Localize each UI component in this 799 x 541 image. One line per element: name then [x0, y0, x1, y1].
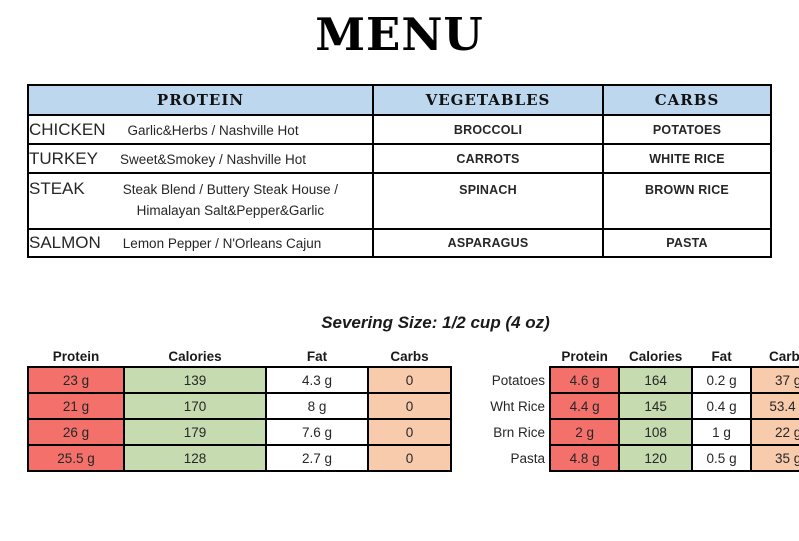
row-label: Pasta: [510, 450, 545, 466]
row-label-header: [455, 346, 550, 367]
col-header-fat: Fat: [266, 346, 368, 367]
protein-value-cell: 21 g: [27, 392, 125, 420]
carbs-value-cell: 37 g: [750, 366, 799, 394]
fat-value-cell: 0.5 g: [690, 444, 753, 472]
protein-name: STEAK: [29, 179, 85, 198]
col-header-calories: Calories: [619, 346, 692, 367]
fat-value-cell: 2.7 g: [265, 444, 369, 472]
menu-row-salmon: SALMON Lemon Pepper / N'Orleans Cajun AS…: [27, 228, 772, 258]
menu-header-protein: PROTEIN: [27, 84, 374, 116]
calories-value-cell: 164: [618, 366, 693, 394]
fat-value-cell: 4.3 g: [265, 366, 369, 394]
vegetable-cell: CARROTS: [372, 143, 604, 174]
carb-nutrition-header-row: Protein Calories Fat Carbs: [455, 346, 799, 367]
calories-value-cell: 128: [123, 444, 267, 472]
col-header-protein: Protein: [550, 346, 620, 367]
fat-value-cell: 0.2 g: [690, 366, 753, 394]
col-header-protein: Protein: [28, 346, 124, 367]
carb-cell: PASTA: [602, 228, 772, 258]
fat-value-cell: 0.4 g: [690, 392, 753, 420]
fat-value-cell: 7.6 g: [265, 418, 369, 446]
nutrition-row: Wht Rice 4.4 g 145 0.4 g 53.4 g: [455, 392, 799, 420]
nutrition-row: Potatoes 4.6 g 164 0.2 g 37 g: [455, 366, 799, 394]
col-header-fat: Fat: [691, 346, 752, 367]
protein-cell: CHICKEN Garlic&Herbs / Nashville Hot: [27, 114, 374, 145]
calories-value-cell: 108: [618, 418, 693, 446]
nutrition-row: 26 g 179 7.6 g 0: [27, 418, 452, 446]
protein-description: Lemon Pepper / N'Orleans Cajun: [122, 236, 322, 251]
protein-nutrition-header-row: Protein Calories Fat Carbs: [28, 346, 451, 367]
nutrition-row: 21 g 170 8 g 0: [27, 392, 452, 420]
protein-value-cell: 23 g: [27, 366, 125, 394]
protein-description: Sweet&Smokey / Nashville Hot: [119, 151, 307, 167]
protein-description: Steak Blend / Buttery Steak House / Hima…: [89, 180, 372, 222]
menu-row-turkey: TURKEY Sweet&Smokey / Nashville Hot CARR…: [27, 143, 772, 174]
fat-value-cell: 8 g: [265, 392, 369, 420]
menu-header-row: PROTEIN VEGETABLES CARBS: [27, 84, 772, 116]
menu-row-steak: STEAK Steak Blend / Buttery Steak House …: [27, 172, 772, 230]
protein-cell: STEAK Steak Blend / Buttery Steak House …: [27, 172, 374, 230]
vegetable-cell: ASPARAGUS: [372, 228, 604, 258]
carbs-value-cell: 0: [367, 392, 452, 420]
nutrition-row: 25.5 g 128 2.7 g 0: [27, 444, 452, 472]
menu-header-carbs: CARBS: [602, 84, 772, 116]
col-header-carbs: Carbs: [368, 346, 451, 367]
carbs-value-cell: 0: [367, 418, 452, 446]
protein-name: SALMON: [29, 233, 101, 252]
serving-size-note: Severing Size: 1/2 cup (4 oz): [321, 313, 550, 332]
calories-value-cell: 179: [123, 418, 267, 446]
nutrition-row: 23 g 139 4.3 g 0: [27, 366, 452, 394]
protein-description-line2: Himalayan Salt&Pepper&Garlic: [136, 202, 325, 218]
row-label: Brn Rice: [493, 424, 545, 440]
menu-row-chicken: CHICKEN Garlic&Herbs / Nashville Hot BRO…: [27, 114, 772, 145]
protein-value-cell: 25.5 g: [27, 444, 125, 472]
carbs-value-cell: 0: [367, 366, 452, 394]
nutrition-row: Brn Rice 2 g 108 1 g 22 g: [455, 418, 799, 446]
protein-nutrition-table: Protein Calories Fat Carbs 23 g 139 4.3 …: [27, 346, 452, 472]
protein-description-line1: Steak Blend / Buttery Steak House /: [122, 182, 339, 197]
vegetable-cell: SPINACH: [372, 172, 604, 230]
carb-nutrition-table: Protein Calories Fat Carbs Potatoes 4.6 …: [455, 346, 799, 472]
protein-name: CHICKEN: [29, 119, 106, 139]
calories-value-cell: 139: [123, 366, 267, 394]
protein-value-cell: 2 g: [548, 418, 621, 446]
row-label: Wht Rice: [490, 398, 545, 414]
protein-value-cell: 4.4 g: [548, 392, 621, 420]
col-header-calories: Calories: [124, 346, 266, 367]
protein-value-cell: 4.6 g: [548, 366, 621, 394]
protein-value-cell: 4.8 g: [548, 444, 621, 472]
nutrition-row: Pasta 4.8 g 120 0.5 g 35 g: [455, 444, 799, 472]
menu-header-vegetables: VEGETABLES: [372, 84, 604, 116]
row-label: Potatoes: [491, 372, 545, 388]
fat-value-cell: 1 g: [690, 418, 753, 446]
calories-value-cell: 145: [618, 392, 693, 420]
protein-cell: SALMON Lemon Pepper / N'Orleans Cajun: [27, 228, 374, 258]
calories-value-cell: 170: [123, 392, 267, 420]
carbs-value-cell: 35 g: [750, 444, 799, 472]
menu-table: PROTEIN VEGETABLES CARBS CHICKEN Garlic&…: [27, 84, 772, 258]
carbs-value-cell: 53.4 g: [750, 392, 799, 420]
carbs-value-cell: 0: [367, 444, 452, 472]
vegetable-cell: BROCCOLI: [372, 114, 604, 145]
protein-name: TURKEY: [29, 148, 98, 168]
protein-cell: TURKEY Sweet&Smokey / Nashville Hot: [27, 143, 374, 174]
carbs-value-cell: 22 g: [750, 418, 799, 446]
calories-value-cell: 120: [618, 444, 693, 472]
protein-value-cell: 26 g: [27, 418, 125, 446]
protein-description: Garlic&Herbs / Nashville Hot: [127, 122, 299, 138]
carb-cell: POTATOES: [602, 114, 772, 145]
carb-cell: WHITE RICE: [602, 143, 772, 174]
menu-title: MENU: [315, 8, 484, 61]
carb-cell: BROWN RICE: [602, 172, 772, 230]
col-header-carbs: Carbs: [751, 346, 799, 367]
